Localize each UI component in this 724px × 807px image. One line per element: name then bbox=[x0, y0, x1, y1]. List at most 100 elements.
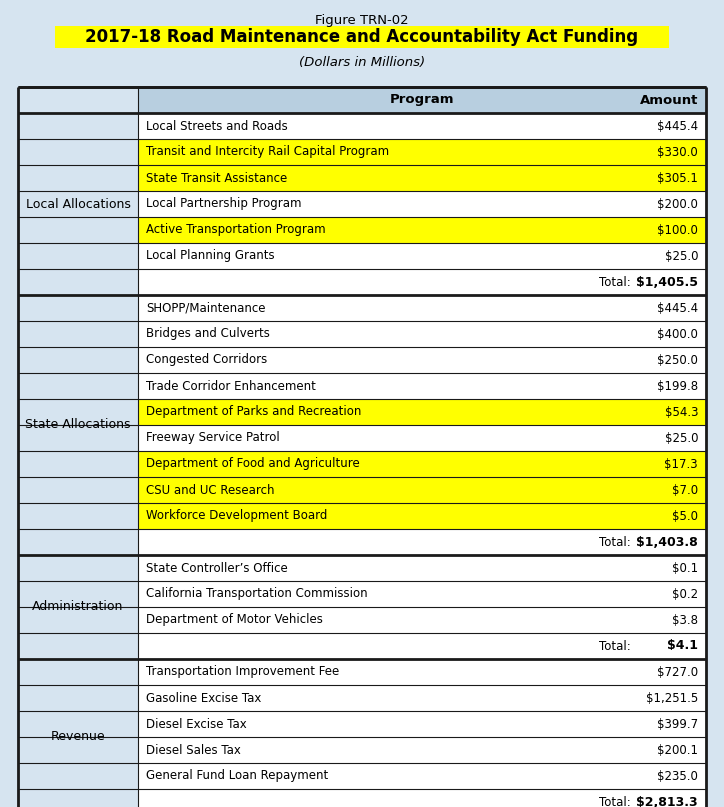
Bar bbox=[18, 477, 138, 503]
Bar bbox=[18, 269, 138, 295]
Bar bbox=[18, 139, 138, 165]
Text: Revenue: Revenue bbox=[51, 730, 105, 743]
Bar bbox=[18, 321, 138, 347]
Text: Transportation Improvement Fee: Transportation Improvement Fee bbox=[146, 666, 340, 679]
Text: Administration: Administration bbox=[33, 600, 124, 613]
Bar bbox=[138, 737, 706, 763]
Text: $3.8: $3.8 bbox=[672, 613, 698, 626]
Bar bbox=[138, 217, 706, 243]
Text: $445.4: $445.4 bbox=[657, 302, 698, 315]
Bar bbox=[18, 295, 138, 321]
Bar bbox=[18, 295, 138, 555]
Text: Department of Food and Agriculture: Department of Food and Agriculture bbox=[146, 458, 360, 470]
Text: Trade Corridor Enhancement: Trade Corridor Enhancement bbox=[146, 379, 316, 392]
Text: Total:: Total: bbox=[599, 796, 631, 807]
Text: State Allocations: State Allocations bbox=[25, 419, 131, 432]
Bar bbox=[18, 243, 138, 269]
Bar bbox=[18, 555, 138, 581]
Text: $199.8: $199.8 bbox=[657, 379, 698, 392]
Text: Department of Parks and Recreation: Department of Parks and Recreation bbox=[146, 405, 361, 419]
Text: (Dollars in Millions): (Dollars in Millions) bbox=[299, 56, 425, 69]
Bar bbox=[18, 711, 138, 737]
Text: $0.1: $0.1 bbox=[672, 562, 698, 575]
Bar bbox=[138, 347, 706, 373]
Text: $2,813.3: $2,813.3 bbox=[636, 796, 698, 807]
Bar bbox=[18, 425, 138, 451]
Bar bbox=[138, 789, 706, 807]
Text: Total:: Total: bbox=[599, 536, 631, 549]
Bar bbox=[138, 503, 706, 529]
Text: $399.7: $399.7 bbox=[657, 717, 698, 730]
Bar bbox=[18, 555, 138, 659]
Text: $1,251.5: $1,251.5 bbox=[646, 692, 698, 705]
Bar bbox=[138, 529, 706, 555]
Bar bbox=[138, 373, 706, 399]
Bar bbox=[18, 87, 138, 113]
Text: Total:: Total: bbox=[599, 639, 631, 653]
Text: $1,405.5: $1,405.5 bbox=[636, 275, 698, 288]
Bar bbox=[18, 659, 138, 685]
Bar bbox=[18, 737, 138, 763]
Text: Local Allocations: Local Allocations bbox=[25, 198, 130, 211]
Bar bbox=[138, 399, 706, 425]
Text: $54.3: $54.3 bbox=[665, 405, 698, 419]
Bar bbox=[138, 451, 706, 477]
Bar bbox=[138, 243, 706, 269]
Bar bbox=[138, 607, 706, 633]
Text: $727.0: $727.0 bbox=[657, 666, 698, 679]
Text: $330.0: $330.0 bbox=[657, 145, 698, 158]
Bar bbox=[55, 26, 669, 48]
Bar bbox=[18, 529, 138, 555]
Bar bbox=[138, 477, 706, 503]
Text: Local Streets and Roads: Local Streets and Roads bbox=[146, 119, 287, 132]
Bar bbox=[138, 685, 706, 711]
Text: Figure TRN-02: Figure TRN-02 bbox=[315, 14, 409, 27]
Text: $200.1: $200.1 bbox=[657, 743, 698, 756]
Text: Local Planning Grants: Local Planning Grants bbox=[146, 249, 274, 262]
Bar bbox=[18, 373, 138, 399]
Text: $17.3: $17.3 bbox=[665, 458, 698, 470]
Bar bbox=[138, 87, 706, 113]
Text: Department of Motor Vehicles: Department of Motor Vehicles bbox=[146, 613, 323, 626]
Text: Freeway Service Patrol: Freeway Service Patrol bbox=[146, 432, 279, 445]
Text: General Fund Loan Repayment: General Fund Loan Repayment bbox=[146, 770, 328, 783]
Bar bbox=[18, 113, 138, 139]
Text: 2017-18 Road Maintenance and Accountability Act Funding: 2017-18 Road Maintenance and Accountabil… bbox=[85, 28, 639, 46]
Text: State Controller’s Office: State Controller’s Office bbox=[146, 562, 287, 575]
Text: $400.0: $400.0 bbox=[657, 328, 698, 341]
Text: $445.4: $445.4 bbox=[657, 119, 698, 132]
Text: California Transportation Commission: California Transportation Commission bbox=[146, 587, 368, 600]
Text: $100.0: $100.0 bbox=[657, 224, 698, 236]
Bar bbox=[18, 217, 138, 243]
Bar bbox=[138, 113, 706, 139]
Bar bbox=[18, 685, 138, 711]
Bar bbox=[18, 191, 138, 217]
Bar bbox=[138, 659, 706, 685]
Text: $25.0: $25.0 bbox=[665, 249, 698, 262]
Bar bbox=[138, 711, 706, 737]
Bar bbox=[18, 165, 138, 191]
Bar bbox=[18, 451, 138, 477]
Bar bbox=[18, 347, 138, 373]
Bar bbox=[138, 321, 706, 347]
Text: State Transit Assistance: State Transit Assistance bbox=[146, 172, 287, 185]
Bar bbox=[138, 555, 706, 581]
Text: $235.0: $235.0 bbox=[657, 770, 698, 783]
Text: Total:: Total: bbox=[599, 275, 631, 288]
Bar bbox=[138, 633, 706, 659]
Bar bbox=[18, 633, 138, 659]
Bar bbox=[138, 763, 706, 789]
Text: $250.0: $250.0 bbox=[657, 353, 698, 366]
Text: Diesel Sales Tax: Diesel Sales Tax bbox=[146, 743, 241, 756]
Bar bbox=[18, 607, 138, 633]
Text: Congested Corridors: Congested Corridors bbox=[146, 353, 267, 366]
Bar bbox=[18, 503, 138, 529]
Bar bbox=[18, 581, 138, 607]
Text: Active Transportation Program: Active Transportation Program bbox=[146, 224, 326, 236]
Text: Transit and Intercity Rail Capital Program: Transit and Intercity Rail Capital Progr… bbox=[146, 145, 389, 158]
Text: $305.1: $305.1 bbox=[657, 172, 698, 185]
Text: Workforce Development Board: Workforce Development Board bbox=[146, 509, 327, 522]
Text: CSU and UC Research: CSU and UC Research bbox=[146, 483, 274, 496]
Text: $200.0: $200.0 bbox=[657, 198, 698, 211]
Text: Bridges and Culverts: Bridges and Culverts bbox=[146, 328, 270, 341]
